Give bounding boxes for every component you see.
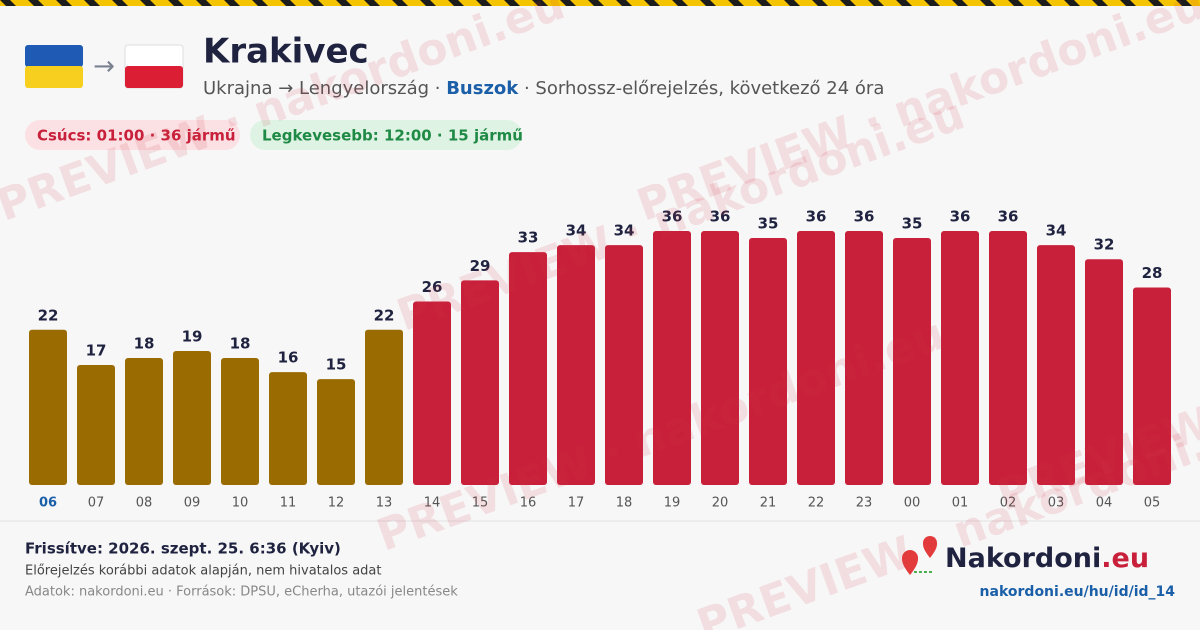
- value-label: 16: [278, 349, 299, 367]
- flag-ua: [25, 45, 83, 88]
- value-label: 22: [38, 306, 59, 324]
- value-label: 18: [134, 335, 155, 353]
- arrow: →: [93, 52, 115, 82]
- x-tick-label: 00: [904, 496, 921, 511]
- value-label: 35: [758, 215, 779, 233]
- bar: [317, 379, 355, 485]
- bar: [653, 231, 691, 485]
- value-label: 18: [230, 335, 251, 353]
- note: Előrejelzés korábbi adatok alapján, nem …: [25, 564, 382, 579]
- peak-badge: Csúcs: 01:00 · 36 jármű: [37, 127, 236, 145]
- x-tick-label: 08: [136, 496, 153, 511]
- url[interactable]: nakordoni.eu/hu/id/id_14: [980, 584, 1176, 600]
- bar: [605, 245, 643, 485]
- brand-tld: .eu: [1101, 543, 1149, 574]
- bar: [77, 365, 115, 485]
- x-tick-label: 01: [952, 496, 969, 511]
- flag-pl: [124, 44, 184, 89]
- x-tick-label: 13: [376, 496, 393, 511]
- bar: [989, 231, 1027, 485]
- x-tick-label: 20: [712, 496, 729, 511]
- x-tick-label: 16: [520, 496, 537, 511]
- subtitle-rest: · Sorhossz-előrejelzés, következő 24 óra: [518, 78, 884, 99]
- low-badge-bg: [250, 120, 522, 150]
- bar: [1133, 287, 1171, 485]
- bar: [461, 280, 499, 485]
- updated: Frissítve: 2026. szept. 25. 6:36 (Kyiv): [25, 540, 341, 558]
- value-label: 17: [86, 342, 107, 360]
- bar: [125, 358, 163, 485]
- bar: [941, 231, 979, 485]
- x-tick-label: 22: [808, 496, 825, 511]
- bar: [893, 238, 931, 485]
- subtitle-route: Ukrajna → Lengyelország ·: [203, 78, 446, 99]
- bar: [749, 238, 787, 485]
- value-label: 34: [566, 222, 587, 240]
- value-label: 26: [422, 278, 443, 296]
- bar: [845, 231, 883, 485]
- x-tick-label: 04: [1096, 496, 1113, 511]
- sources: Adatok: nakordoni.eu · Források: DPSU, e…: [25, 585, 458, 600]
- value-label: 29: [470, 257, 491, 275]
- brand: Nakordoni.eu: [945, 543, 1149, 574]
- x-tick-label: 07: [88, 496, 105, 511]
- value-label: 32: [1094, 236, 1115, 254]
- value-label: 33: [518, 229, 539, 247]
- bar: [797, 231, 835, 485]
- x-tick-label: 23: [856, 496, 873, 511]
- x-tick-label: 18: [616, 496, 633, 511]
- value-label: 34: [614, 222, 635, 240]
- bar: [557, 245, 595, 485]
- x-tick-label: 05: [1144, 496, 1161, 511]
- x-tick-label: 11: [280, 496, 297, 511]
- title: Krakivec: [203, 32, 369, 72]
- bar: [701, 231, 739, 485]
- value-label: 22: [374, 306, 395, 324]
- value-label: 36: [662, 208, 683, 226]
- value-label: 19: [182, 327, 203, 345]
- value-label: 15: [326, 356, 347, 374]
- brand-icon: [902, 536, 937, 575]
- hazard-stripe: [0, 0, 1200, 6]
- x-tick-label: 10: [232, 496, 249, 511]
- plot: 22 06 17 07 18 08 19 09 18 10 16 11 15 12 22 13 26 14 29 15…: [29, 208, 1171, 511]
- x-tick-label: 19: [664, 496, 681, 511]
- x-tick-label: 03: [1048, 496, 1065, 511]
- value-label: 28: [1142, 264, 1163, 282]
- x-tick-label: 09: [184, 496, 201, 511]
- bar: [221, 358, 259, 485]
- bar: [413, 301, 451, 485]
- bar: [365, 329, 403, 485]
- value-label: 36: [998, 208, 1019, 226]
- bar: [509, 252, 547, 485]
- value-label: 36: [806, 208, 827, 226]
- value-label: 35: [902, 215, 923, 233]
- peak-badge-bg: [25, 120, 240, 150]
- x-tick-label: 17: [568, 496, 585, 511]
- low-badge: Legkevesebb: 12:00 · 15 jármű: [262, 127, 523, 145]
- x-tick-label: 02: [1000, 496, 1017, 511]
- x-tick-label: 15: [472, 496, 489, 511]
- value-label: 34: [1046, 222, 1067, 240]
- value-label: 36: [710, 208, 731, 226]
- subtitle: Ukrajna → Lengyelország · Buszok · Sorho…: [203, 78, 884, 99]
- value-label: 36: [854, 208, 875, 226]
- brand-name: Nakordoni: [945, 543, 1101, 574]
- bar: [173, 350, 211, 485]
- x-tick-label: 21: [760, 496, 777, 511]
- bar: [269, 372, 307, 485]
- subtitle-mode: Buszok: [446, 78, 519, 99]
- x-tick-label: 14: [424, 496, 441, 511]
- x-tick-label: 12: [328, 496, 345, 511]
- bar: [1037, 245, 1075, 485]
- value-label: 36: [950, 208, 971, 226]
- bar: [1085, 259, 1123, 485]
- bar: [29, 329, 67, 485]
- x-tick-label: 06: [39, 496, 57, 511]
